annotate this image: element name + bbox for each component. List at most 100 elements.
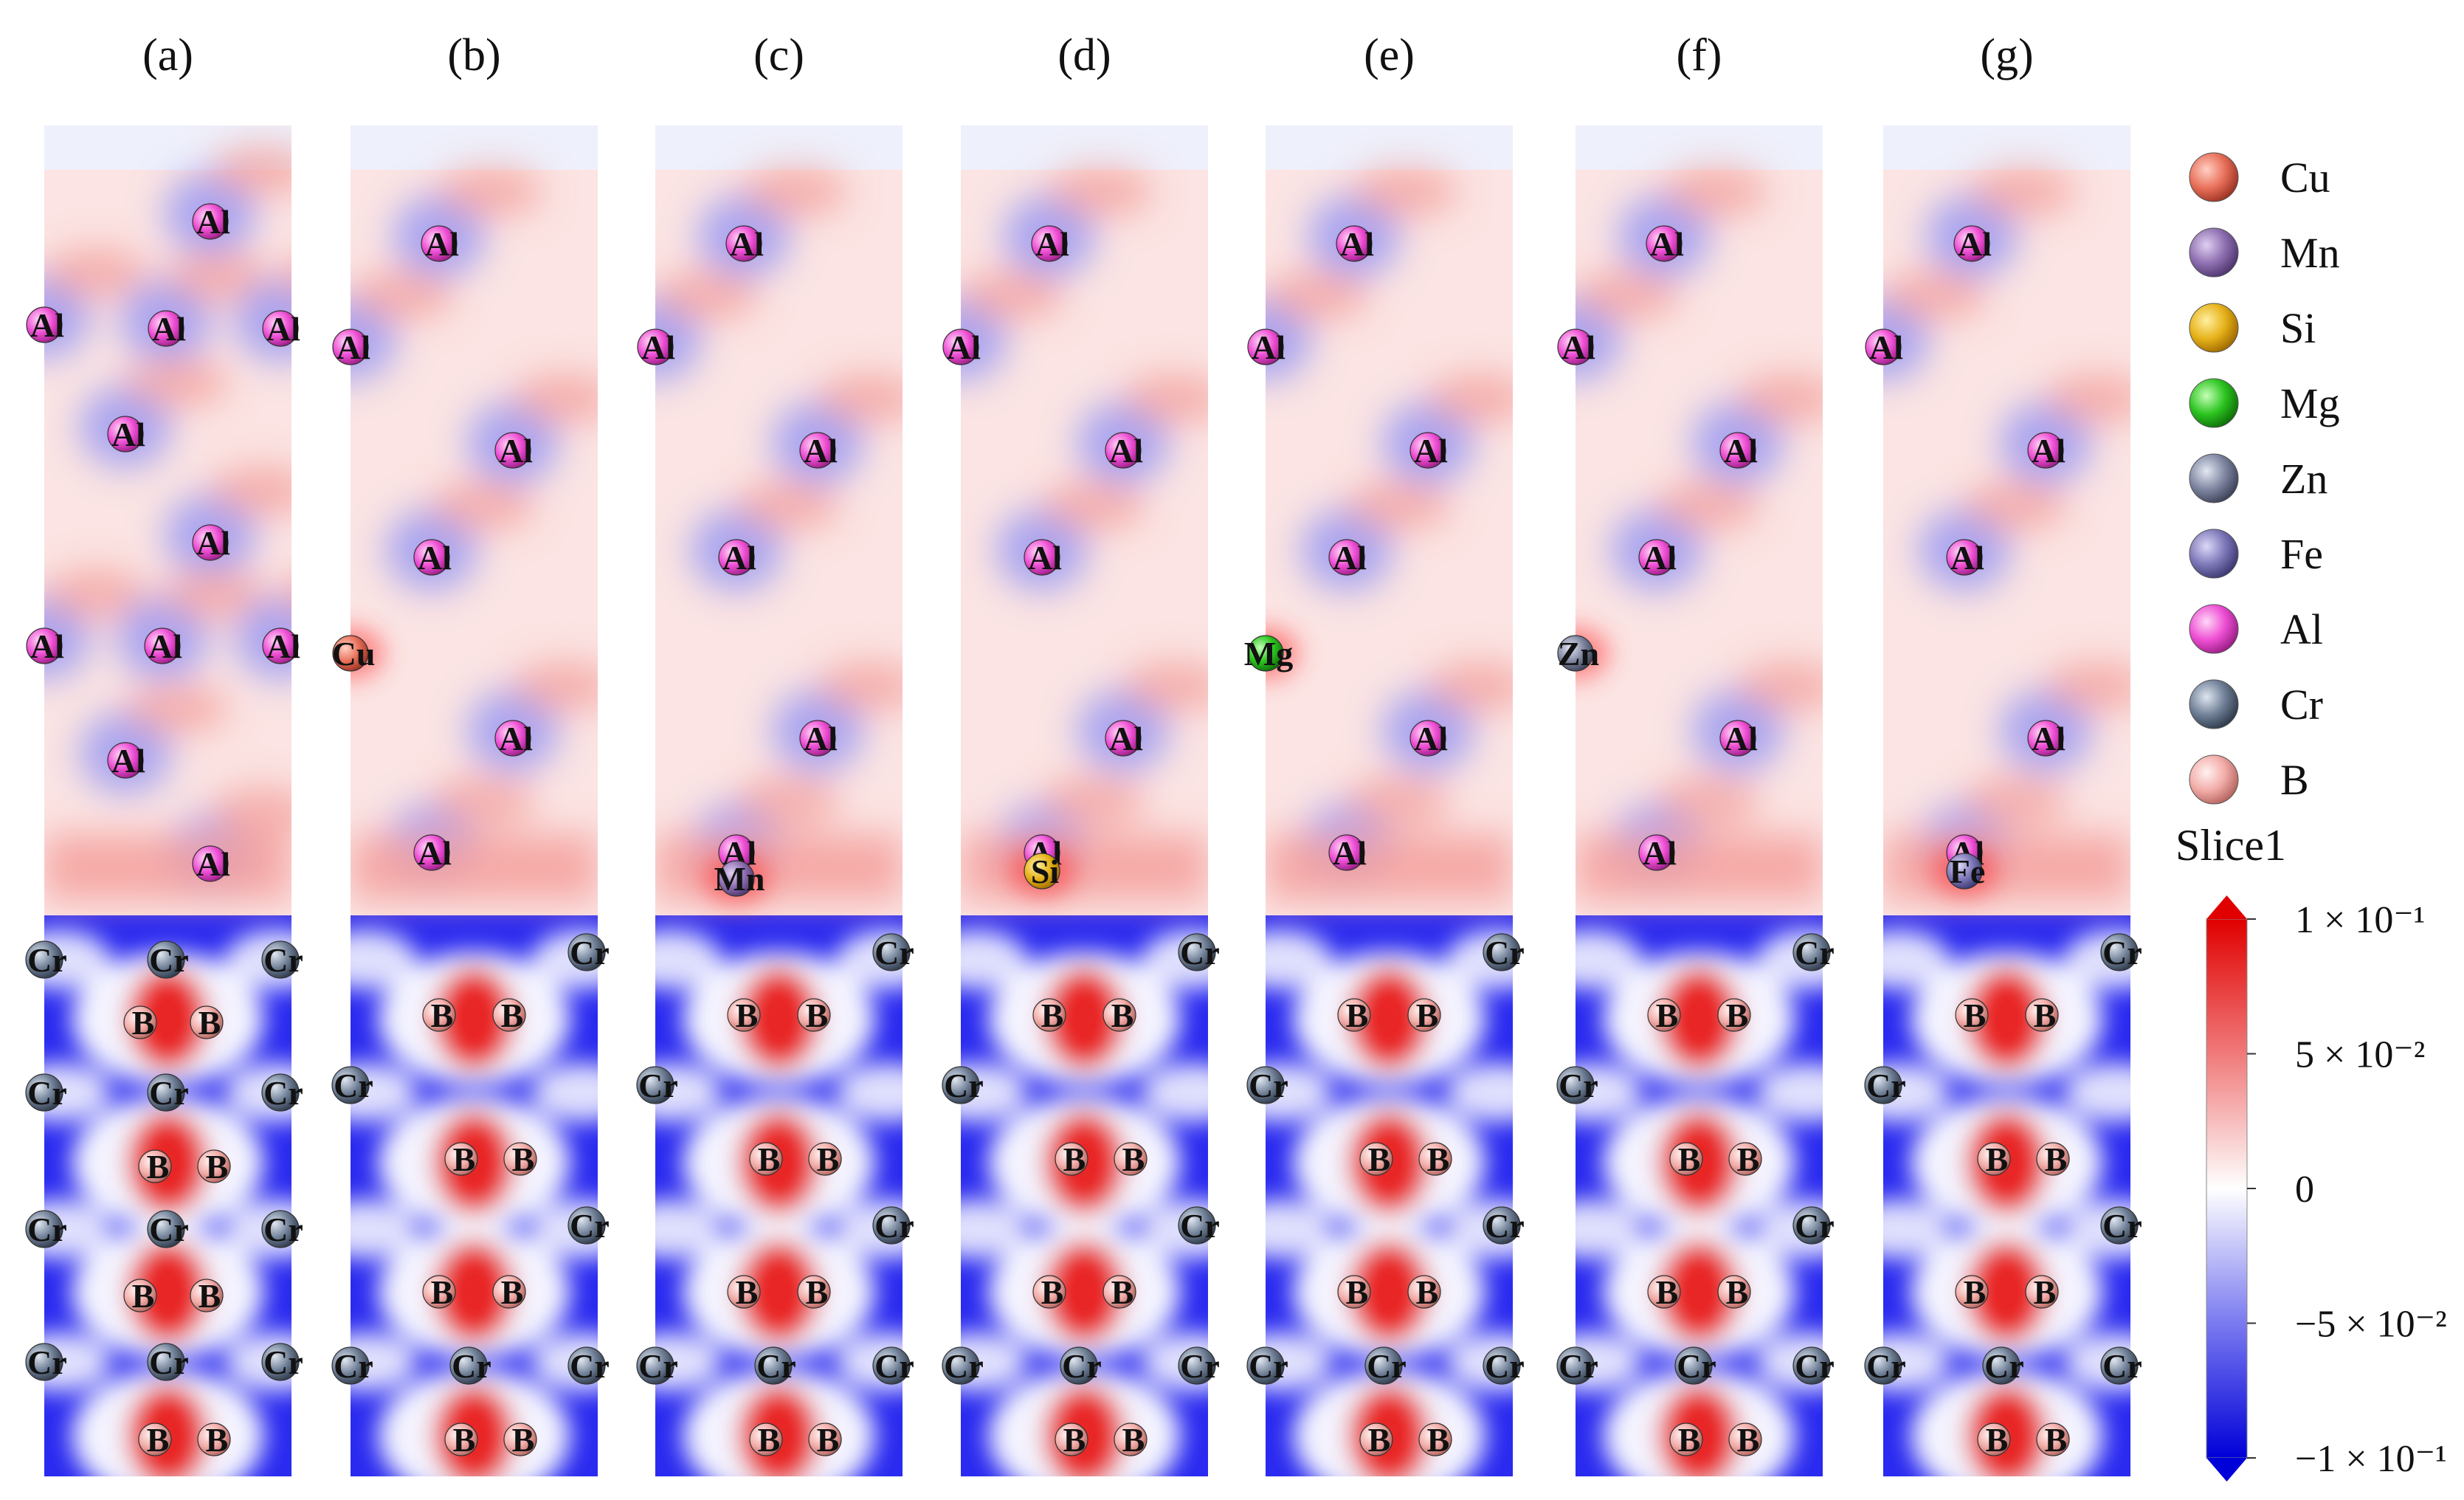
- al-atom-label: Al: [2032, 720, 2066, 757]
- cr-atom: Cr: [1246, 1066, 1288, 1104]
- cr-atom: Cr: [1864, 1346, 1906, 1385]
- cr-atom-sphere: [2100, 1206, 2139, 1245]
- cr-atom-label: Cr: [2102, 934, 2142, 971]
- al-atom: Al: [1409, 720, 1448, 757]
- cr-atom-sphere: [147, 940, 185, 979]
- b-atom-label: B: [453, 1141, 476, 1178]
- b-atom-label: B: [206, 1421, 229, 1459]
- b-atom-sphere: [808, 1422, 842, 1456]
- b-atom: B: [190, 1277, 224, 1315]
- al-atom-label: Al: [196, 845, 230, 883]
- cr-atom-sphere: [1483, 1346, 1521, 1385]
- al-atom-sphere: [1336, 225, 1373, 262]
- cr-atom-label: Cr: [1180, 934, 1220, 971]
- cr-atom: Cr: [261, 1210, 303, 1248]
- b-atom: B: [727, 997, 761, 1034]
- al-atom-label: Al: [1028, 539, 1062, 577]
- legend-item-cr: Cr: [2189, 679, 2323, 729]
- al-atom-sphere: [26, 627, 63, 664]
- al-atom: Al: [192, 524, 230, 562]
- b-atom-sphere: [422, 998, 456, 1032]
- al-atom-label: Al: [1643, 539, 1677, 577]
- b-atom-label: B: [1063, 1141, 1086, 1178]
- cr-atom-label: Cr: [570, 1207, 610, 1245]
- b-atom-sphere: [190, 1279, 224, 1312]
- al-atom-sphere: [494, 720, 531, 757]
- cr-atom: Cr: [147, 1210, 189, 1248]
- b-atom: B: [1032, 997, 1066, 1034]
- cr-atom-label: Cr: [27, 941, 67, 979]
- legend-item-si: Si: [2189, 303, 2316, 353]
- b-atom-sphere: [492, 998, 526, 1032]
- cr-atom-label: Cr: [1249, 1067, 1288, 1104]
- b-atom-sphere: [1337, 998, 1371, 1032]
- b-atom: B: [138, 1421, 172, 1459]
- b-atom-sphere: [727, 1275, 761, 1309]
- b-atom-label: B: [1368, 1421, 1391, 1459]
- al-atom: Al: [1105, 720, 1143, 757]
- b-atom-sphere: [1337, 1275, 1371, 1309]
- al-atom-label: Al: [196, 203, 230, 241]
- b-atom: B: [1102, 997, 1136, 1034]
- cr-atom: Cr: [331, 1066, 373, 1104]
- al-atom-sphere: [107, 416, 144, 453]
- b-atom-label: B: [1986, 1421, 2009, 1459]
- b-atom-label: B: [1346, 997, 1369, 1034]
- al-atom-sphere: [192, 203, 229, 240]
- cr-atom-sphere: [942, 1346, 980, 1385]
- cr-atom-sphere: [872, 933, 911, 971]
- al-atom: Al: [1865, 328, 1903, 366]
- b-atom-sphere: [1717, 998, 1751, 1032]
- al-atom-sphere: [1247, 328, 1284, 365]
- b-atom: B: [808, 1421, 842, 1459]
- al-atom-label: Al: [1724, 720, 1758, 757]
- al-atom: Al: [332, 328, 370, 366]
- charge-blobs: [1266, 167, 1513, 901]
- b-atom: B: [1359, 1141, 1393, 1178]
- cr-atom-label: Cr: [570, 934, 610, 971]
- dopant-atom-fe-sphere: [1946, 853, 1983, 890]
- b-atom-label: B: [1427, 1421, 1450, 1459]
- al-atom-label: Al: [111, 416, 145, 453]
- b-atom-sphere: [1055, 1422, 1088, 1456]
- b-atom-label: B: [1986, 1141, 2009, 1178]
- al-atom-label: Al: [196, 524, 230, 562]
- al-atom-sphere: [1719, 432, 1756, 469]
- legend-label: Zn: [2280, 455, 2327, 503]
- cr-atom: Cr: [1864, 1066, 1906, 1104]
- b-atom-label: B: [2034, 1273, 2057, 1311]
- b-atom: B: [492, 1273, 526, 1311]
- al-atom-sphere: [332, 328, 369, 365]
- al-atom-sphere: [1638, 539, 1675, 576]
- cr-atom: Cr: [147, 940, 189, 979]
- b-atom: B: [797, 1273, 831, 1311]
- al-atom-label: Al: [1109, 432, 1143, 469]
- al-atom: Al: [1328, 539, 1367, 577]
- cr-atom-sphere: [1246, 1346, 1285, 1385]
- cr-atom-sphere: [1246, 1066, 1285, 1104]
- cr-atom-label: Cr: [1866, 1067, 1906, 1104]
- panel-letter: (b): [447, 30, 500, 80]
- al-atom-label: Al: [1414, 720, 1448, 757]
- cr-atom: Cr: [1556, 1346, 1598, 1385]
- cr-atom-sphere: [1178, 1206, 1216, 1245]
- al-atom-sphere: [1105, 432, 1142, 469]
- al-atom-label: Al: [30, 306, 64, 344]
- al-atom-label: Al: [30, 627, 64, 665]
- b-atom: B: [1337, 997, 1371, 1034]
- cr-atom-label: Cr: [1485, 1347, 1525, 1385]
- al-atom: Al: [144, 627, 182, 665]
- al-atom: Al: [718, 539, 756, 577]
- b-atom-label: B: [1111, 1273, 1134, 1311]
- legend-item-mg: Mg: [2189, 378, 2340, 428]
- al-atom-sphere: [725, 225, 762, 262]
- b-atom-sphere: [1359, 1142, 1393, 1176]
- b-atom-sphere: [1669, 1422, 1703, 1456]
- b-atom: B: [123, 1277, 157, 1315]
- al-atom: Al: [1247, 328, 1286, 366]
- b-atom-label: B: [736, 1273, 759, 1311]
- b-atom-sphere: [492, 1275, 526, 1309]
- b-atom-sphere: [138, 1149, 172, 1183]
